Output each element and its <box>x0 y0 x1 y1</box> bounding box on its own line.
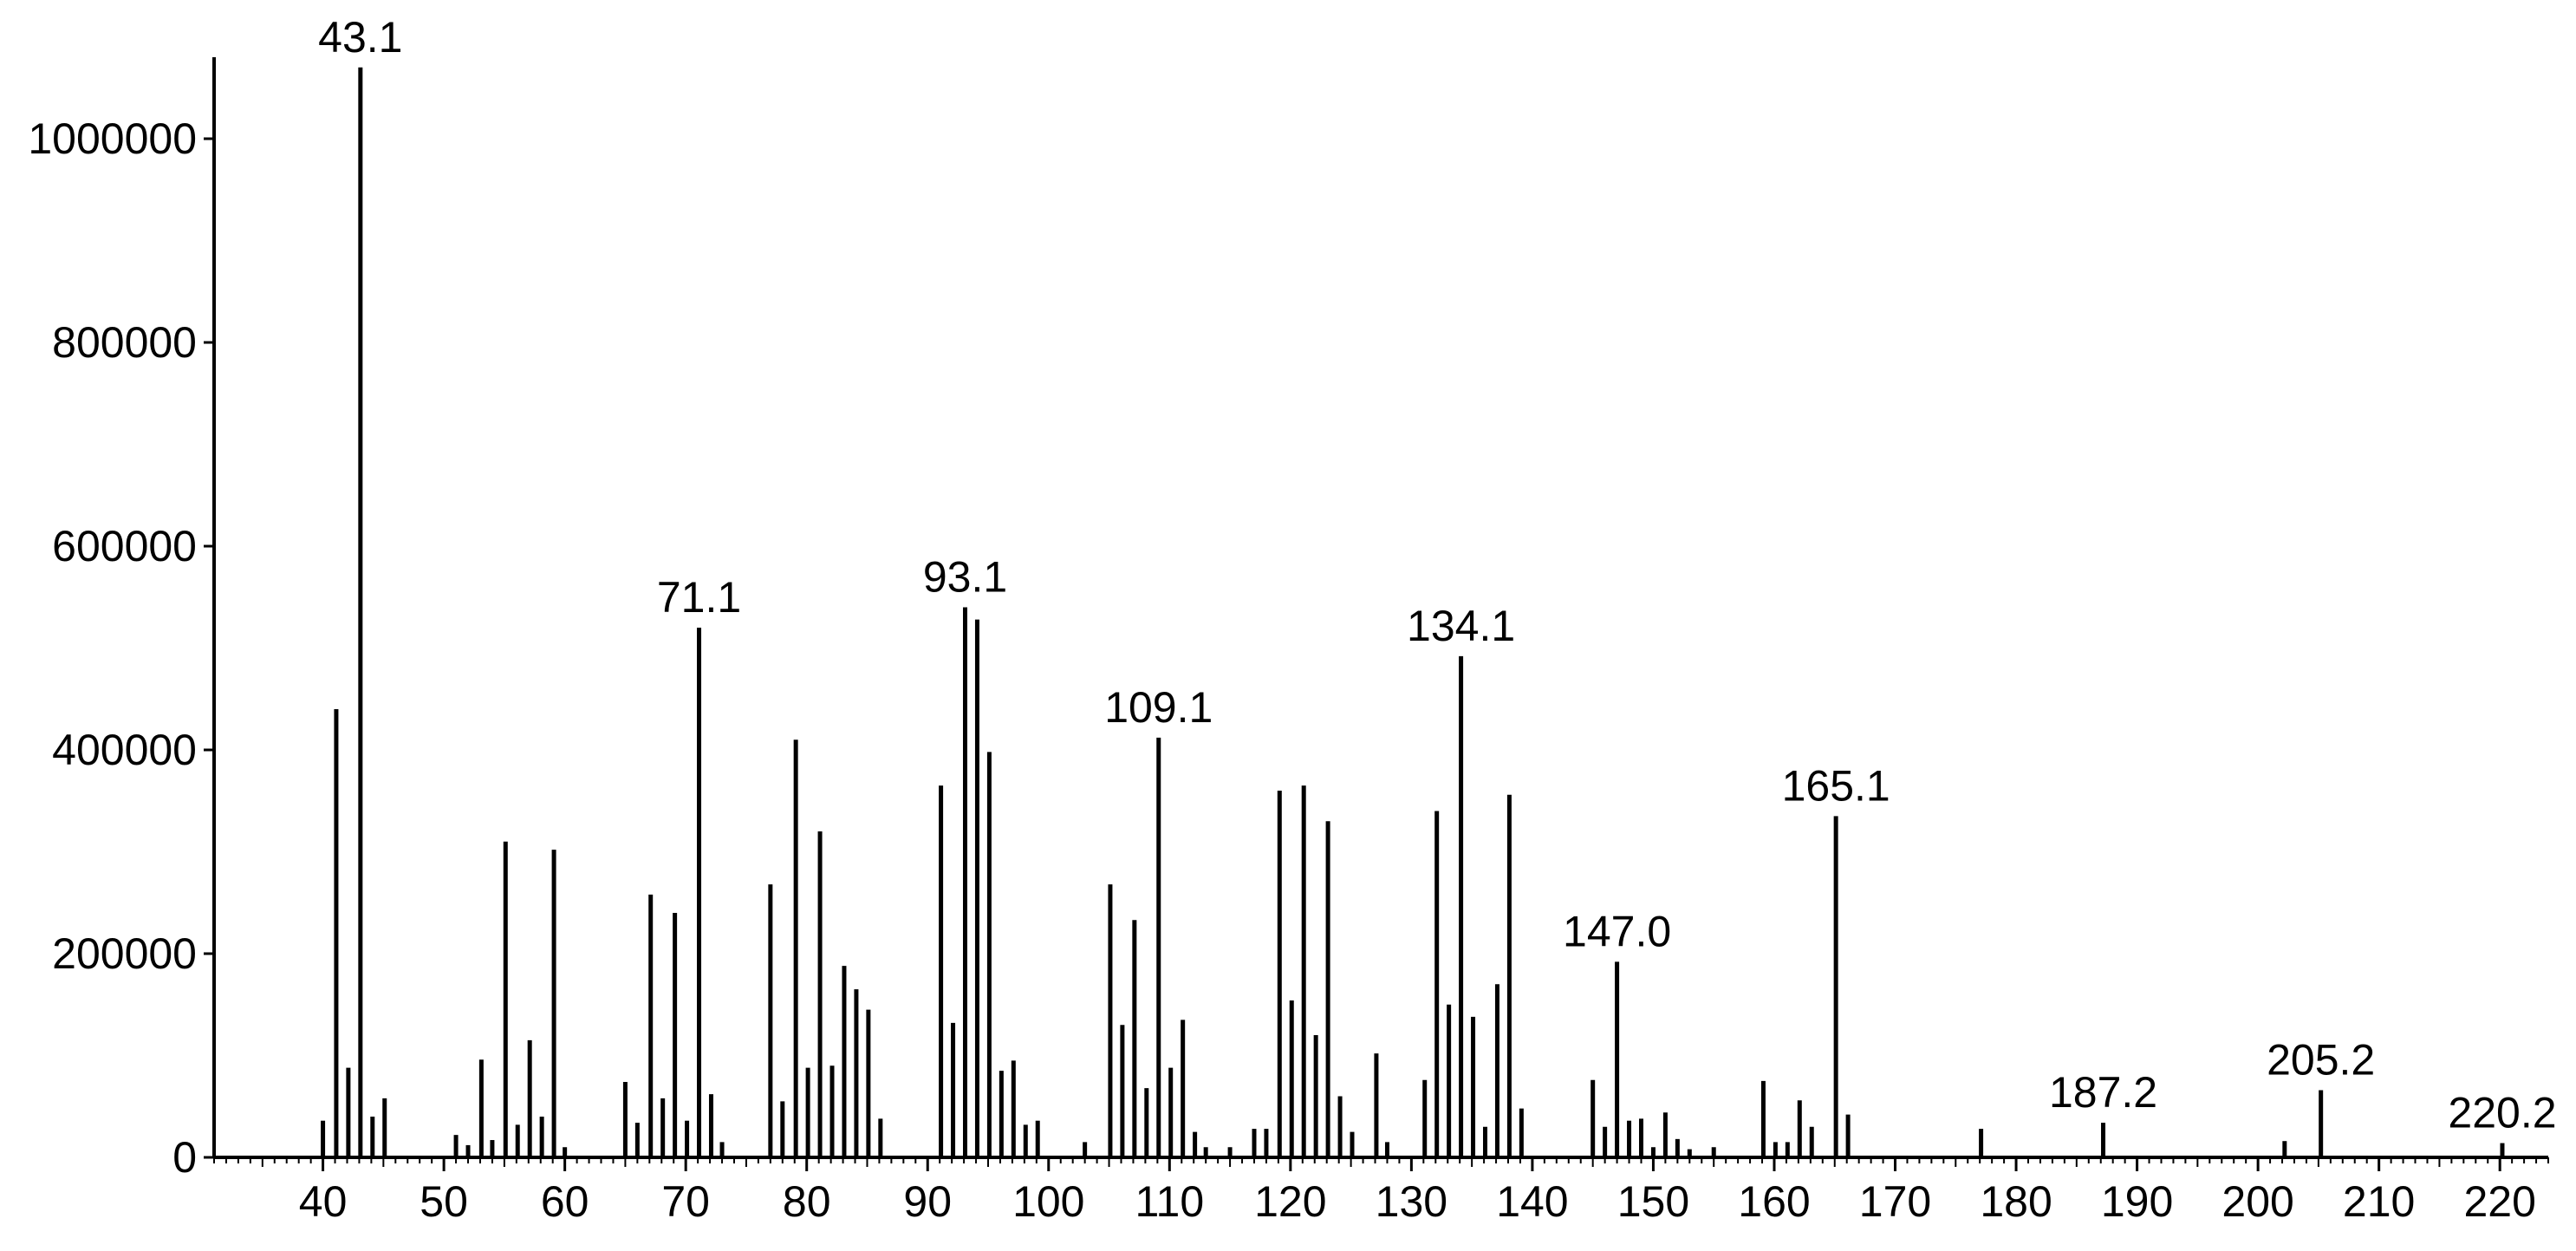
x-tick-label: 200 <box>2221 1177 2293 1226</box>
x-tick-label: 170 <box>1859 1177 1931 1226</box>
peak-label: 71.1 <box>657 573 741 622</box>
x-tick-label: 220 <box>2463 1177 2535 1226</box>
peak-label: 220.2 <box>2448 1089 2556 1137</box>
peak-label: 187.2 <box>2049 1068 2157 1117</box>
y-tick-label: 800000 <box>52 318 197 367</box>
x-tick-label: 180 <box>1980 1177 2052 1226</box>
x-tick-label: 70 <box>661 1177 710 1226</box>
peak-labels: 43.1 71.1 93.1 109.1 134.1 147.0 165.1 187.2 205… <box>318 13 2556 1137</box>
peak-label: 93.1 <box>923 553 1007 602</box>
x-tick-label: 140 <box>1496 1177 1568 1226</box>
spectrum-bars <box>321 67 2505 1157</box>
y-axis: 0 200000 400000 600000 800000 1000000 <box>28 57 216 1182</box>
x-tick-label: 100 <box>1012 1177 1084 1226</box>
x-tick-label: 210 <box>2343 1177 2415 1226</box>
peak-label: 147.0 <box>1563 907 1671 955</box>
x-tick-label: 90 <box>903 1177 952 1226</box>
peak-label: 205.2 <box>2267 1035 2375 1084</box>
peak-label: 134.1 <box>1407 602 1515 650</box>
peak-label: 109.1 <box>1104 683 1213 732</box>
x-tick-label: 130 <box>1376 1177 1447 1226</box>
y-tick-label: 600000 <box>52 522 197 570</box>
x-tick-label: 190 <box>2101 1177 2173 1226</box>
x-tick-label: 60 <box>541 1177 589 1226</box>
x-tick-label: 80 <box>783 1177 831 1226</box>
x-tick-label: 50 <box>420 1177 468 1226</box>
y-tick-label: 200000 <box>52 929 197 978</box>
x-tick-label: 150 <box>1617 1177 1689 1226</box>
x-tick-label: 40 <box>299 1177 348 1226</box>
y-tick-label: 400000 <box>52 726 197 774</box>
peak-label: 43.1 <box>318 13 402 62</box>
x-tick-label: 120 <box>1254 1177 1326 1226</box>
peak-label: 165.1 <box>1782 761 1890 810</box>
y-tick-label: 0 <box>172 1133 197 1182</box>
x-tick-label: 110 <box>1135 1177 1204 1226</box>
y-tick-label: 1000000 <box>28 114 197 163</box>
x-tick-label: 160 <box>1738 1177 1810 1226</box>
x-axis: 40 50 60 70 80 90 100 110 120 130 140 150 160 170 180 1… <box>213 1156 2549 1226</box>
